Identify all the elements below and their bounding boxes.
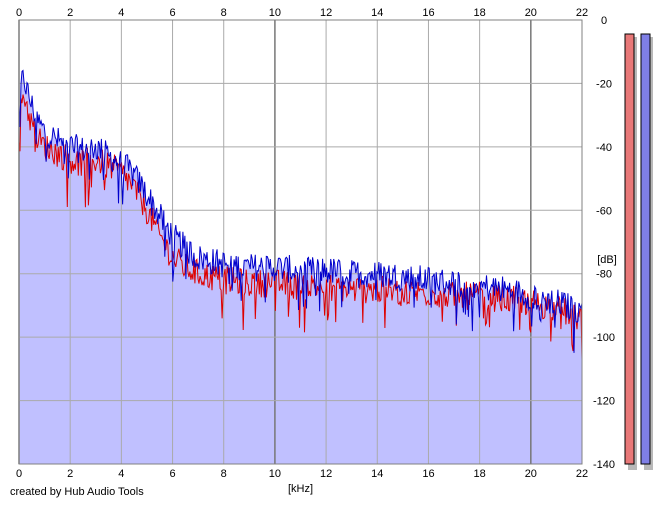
x-tick-label: 22	[576, 7, 588, 19]
x-tick-labels-bottom: 0 2 4 6 8 10 12 14 16 18 20 22	[16, 468, 588, 480]
level-meter-bar	[640, 33, 651, 465]
x-tick-label: 12	[320, 7, 332, 19]
x-tick-label: 18	[474, 468, 486, 480]
x-tick-labels-top: 0 2 4 6 8 10 12 14 16 18 20 22	[16, 7, 588, 19]
y-axis-label: [dB]	[597, 254, 617, 266]
x-tick-label: 16	[422, 468, 434, 480]
y-tick-label: 0	[601, 15, 607, 27]
x-tick-label: 10	[269, 7, 281, 19]
y-tick-labels: 0 -20 -40 -60 -80 -100 -120 -140	[593, 15, 615, 471]
x-axis-label: [kHz]	[288, 483, 313, 495]
x-tick-label: 16	[422, 7, 434, 19]
series-lines	[18, 69, 583, 360]
y-tick-label: -80	[596, 269, 612, 281]
x-tick-label: 20	[525, 468, 537, 480]
x-tick-label: 8	[221, 7, 227, 19]
grid	[18, 19, 583, 465]
x-tick-label: 22	[576, 468, 588, 480]
x-tick-label: 20	[525, 7, 537, 19]
x-tick-label: 8	[221, 468, 227, 480]
x-tick-label: 0	[16, 468, 22, 480]
x-tick-label: 2	[67, 7, 73, 19]
x-tick-label: 0	[16, 7, 22, 19]
x-tick-label: 18	[474, 7, 486, 19]
x-tick-label: 14	[371, 468, 383, 480]
x-tick-label: 12	[320, 468, 332, 480]
plot-frame	[18, 19, 583, 465]
y-tick-label: -20	[596, 78, 612, 90]
x-tick-label: 6	[169, 468, 175, 480]
x-tick-label: 4	[118, 7, 124, 19]
level-meter-bar	[624, 33, 635, 465]
axes	[18, 19, 583, 465]
y-tick-label: -60	[596, 205, 612, 217]
x-tick-label: 2	[67, 468, 73, 480]
y-tick-label: -120	[593, 396, 615, 408]
x-tick-label: 14	[371, 7, 383, 19]
series-line	[18, 69, 583, 353]
y-tick-label: -40	[596, 142, 612, 154]
x-tick-label: 4	[118, 468, 124, 480]
x-tick-label: 6	[169, 7, 175, 19]
y-tick-label: -100	[593, 332, 615, 344]
y-tick-label: -140	[593, 459, 615, 471]
level-meters	[624, 33, 653, 470]
credit-text: created by Hub Audio Tools	[10, 486, 144, 498]
x-tick-label: 10	[269, 468, 281, 480]
